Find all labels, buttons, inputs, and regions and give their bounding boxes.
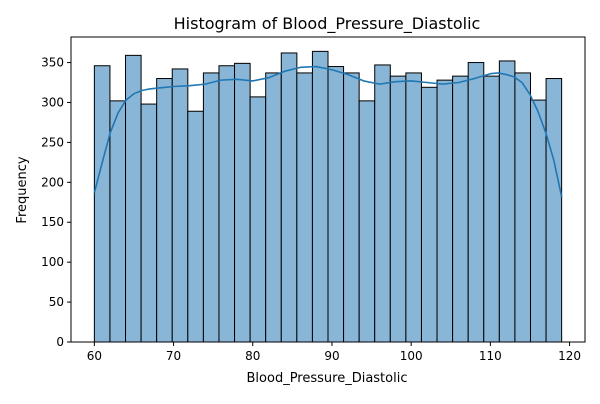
y-tick-label: 250 bbox=[41, 135, 64, 149]
y-tick-label: 200 bbox=[41, 175, 64, 189]
histogram-bar bbox=[514, 72, 531, 343]
histogram-bar bbox=[265, 72, 282, 343]
histogram-bar bbox=[311, 50, 329, 343]
histogram-bar bbox=[140, 103, 158, 343]
y-tick-label: 150 bbox=[41, 215, 64, 229]
histogram-bar bbox=[452, 75, 469, 343]
histogram-bar bbox=[343, 72, 360, 343]
histogram-bar bbox=[327, 66, 345, 343]
x-axis-label: Blood_Pressure_Diastolic bbox=[247, 371, 408, 386]
chart-title: Histogram of Blood_Pressure_Diastolic bbox=[174, 14, 481, 34]
plot-frame bbox=[70, 36, 586, 343]
kde-line bbox=[93, 65, 563, 197]
x-tick-label: 90 bbox=[324, 349, 339, 363]
histogram-bar bbox=[405, 72, 422, 343]
histogram-bar bbox=[93, 65, 111, 343]
y-tick-label: 100 bbox=[41, 255, 64, 269]
x-tick-label: 120 bbox=[558, 349, 581, 363]
x-tick-label: 100 bbox=[400, 349, 423, 363]
histogram-bar bbox=[218, 65, 236, 343]
histogram-bar bbox=[374, 64, 391, 343]
x-tick-label: 60 bbox=[87, 349, 102, 363]
histogram-bar bbox=[156, 78, 173, 343]
histogram-bar bbox=[171, 68, 189, 343]
histogram-bar bbox=[436, 79, 454, 343]
histogram-bar bbox=[109, 100, 127, 343]
histogram-bar bbox=[483, 75, 500, 343]
histogram-bar bbox=[296, 72, 313, 343]
histogram-bar bbox=[389, 75, 407, 343]
bars-layer bbox=[93, 50, 563, 343]
histogram-bar bbox=[187, 110, 204, 343]
histogram-bar bbox=[467, 62, 485, 343]
kde-layer bbox=[93, 65, 563, 197]
y-tick-label: 50 bbox=[49, 295, 64, 309]
y-tick-label: 0 bbox=[56, 335, 64, 349]
histogram-bar bbox=[234, 62, 251, 343]
y-axis-label: Frequency bbox=[15, 156, 30, 223]
x-tick-label: 70 bbox=[166, 349, 181, 363]
histogram-bar bbox=[545, 78, 563, 343]
x-tick-label: 110 bbox=[479, 349, 502, 363]
histogram-bar bbox=[498, 60, 516, 343]
x-tick-label: 80 bbox=[245, 349, 260, 363]
histogram-bar bbox=[280, 52, 298, 343]
histogram-bar bbox=[358, 100, 376, 343]
histogram-bar bbox=[249, 96, 267, 343]
y-tick-label: 350 bbox=[41, 56, 64, 70]
histogram-bar bbox=[202, 72, 220, 343]
y-tick-label: 300 bbox=[41, 95, 64, 109]
axes-layer: 60 70 80 90 100 110 120 0 50 100 150 200 250 300 350 bbox=[41, 36, 586, 363]
histogram-bar bbox=[420, 86, 438, 343]
histogram-bar bbox=[529, 99, 547, 343]
